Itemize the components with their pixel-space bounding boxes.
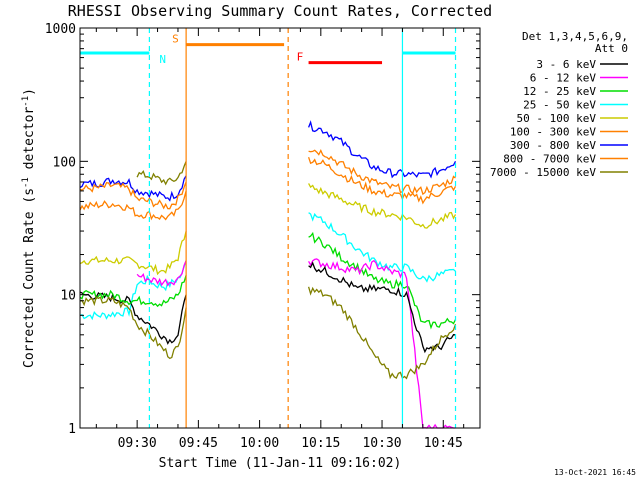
legend-label: 100 - 300 keV: [510, 126, 596, 139]
y-tick-label: 10: [60, 289, 76, 304]
legend-label: 300 - 800 keV: [510, 139, 596, 152]
y-axis-label-part: -1: [21, 96, 31, 107]
series-trace: [79, 181, 187, 210]
series-trace: [79, 295, 187, 360]
series-trace: [79, 275, 187, 308]
legend-label: 50 - 100 keV: [517, 112, 597, 125]
series-trace: [79, 190, 187, 221]
y-tick-label: 100: [53, 155, 76, 170]
series-trace: [79, 291, 187, 345]
y-axis-label: Corrected Count Rate (s-1 detector-1): [21, 88, 37, 368]
y-axis-label-part: detector: [22, 107, 37, 178]
series-trace: [136, 260, 187, 287]
footer-date: 13-Oct-2021 16:45: [554, 468, 636, 477]
x-tick-label: 10:00: [240, 436, 279, 451]
flag-label: S: [172, 33, 179, 46]
series-trace: [308, 148, 456, 196]
plot-frame: [79, 27, 481, 429]
legend-label: 6 - 12 keV: [530, 72, 597, 85]
legend-header: Det 1,3,4,5,6,9,: [522, 30, 628, 43]
series-trace: [307, 286, 457, 380]
legend-label: 800 - 7000 keV: [503, 153, 596, 166]
legend-label: 25 - 50 keV: [523, 99, 596, 112]
series-trace: [79, 230, 187, 276]
x-tick-label: 10:15: [301, 436, 340, 451]
legend-label: 12 - 25 keV: [523, 85, 596, 98]
legend-label: 3 - 6 keV: [536, 58, 596, 71]
flag-label: F: [297, 51, 304, 64]
y-tick-label: 1: [68, 422, 76, 437]
y-tick-label: 1000: [45, 22, 76, 37]
x-tick-label: 09:45: [179, 436, 218, 451]
series-trace: [307, 156, 457, 205]
series-trace: [308, 231, 457, 330]
series-trace: [307, 120, 457, 179]
x-tick-label: 09:30: [118, 436, 157, 451]
x-axis-label: Start Time (11-Jan-11 09:16:02): [159, 456, 402, 471]
y-axis-label-part: -1: [21, 177, 31, 188]
x-tick-label: 10:30: [362, 436, 401, 451]
legend-label: 7000 - 15000 keV: [490, 166, 596, 179]
x-tick-label: 10:45: [424, 436, 463, 451]
legend-header: Att 0: [595, 42, 628, 55]
series-trace: [308, 261, 456, 354]
series-trace: [308, 183, 457, 229]
flag-label: N: [159, 53, 166, 66]
y-axis-label-part: Corrected Count Rate (s: [22, 188, 37, 368]
series-trace: [308, 258, 456, 429]
series-trace: [136, 161, 187, 186]
y-axis-label-part: ): [22, 88, 37, 96]
chart-title: RHESSI Observing Summary Count Rates, Co…: [68, 2, 492, 20]
